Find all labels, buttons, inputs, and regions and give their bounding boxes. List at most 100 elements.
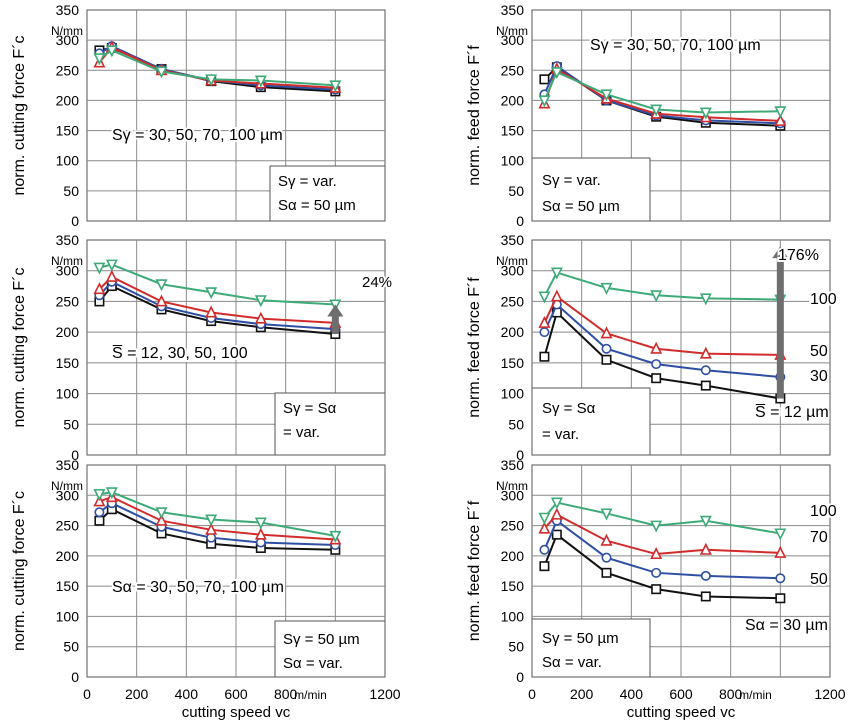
y-tick-label: 0 <box>71 669 79 685</box>
parameter-text: = var. <box>542 426 579 443</box>
y-tick-label: 250 <box>56 62 80 78</box>
parameter-text: Sγ = Sα <box>283 400 337 417</box>
y-tick-label: 300 <box>501 32 525 48</box>
y-tick-label: 250 <box>501 518 525 534</box>
y-tick-label: 0 <box>516 669 524 685</box>
x-tick-label: 1200 <box>369 686 400 702</box>
data-point <box>651 373 662 384</box>
data-point <box>774 545 787 558</box>
x-axis-label: cutting speed vc <box>182 704 291 721</box>
chart-panel-middle-left: 0 50 100 150 200 250 300 350 N/mm norm. cutting f… <box>11 232 394 463</box>
data-point <box>155 507 168 520</box>
y-tick-label: 250 <box>501 293 525 309</box>
parameter-box <box>531 618 651 678</box>
y-unit-label: N/mm <box>496 479 528 493</box>
y-tick-label: 100 <box>56 608 80 624</box>
y-axis-label: norm. cutting force F´c <box>11 35 28 195</box>
x-tick-label: 0 <box>528 686 536 702</box>
series-2 <box>538 507 787 560</box>
data-point <box>539 544 550 555</box>
y-tick-label: 50 <box>63 416 79 432</box>
y-tick-label: 200 <box>501 92 525 108</box>
parameter-text: = var. <box>283 424 320 441</box>
increase-arrow-head <box>772 246 789 259</box>
y-tick-label: 0 <box>71 213 79 229</box>
data-point <box>699 542 712 555</box>
parameter-text: Sα = var. <box>542 654 602 671</box>
y-axis-label: norm. feed force F´f <box>466 45 483 186</box>
y-tick-label: 300 <box>501 263 525 279</box>
chart-panel-bottom-left: 0 50 100 150 200 250 300 350 N/mm norm. cutting f… <box>11 457 401 721</box>
data-point <box>601 552 612 563</box>
data-point <box>254 75 267 88</box>
data-point <box>329 530 342 543</box>
chart-panel-top-left: 0 50 100 150 200 250 300 350 N/mm norm. cutting f… <box>11 2 386 229</box>
data-point <box>93 489 106 502</box>
series-3 <box>538 67 787 120</box>
data-point <box>254 517 267 530</box>
series-line <box>543 533 781 600</box>
data-point <box>105 45 118 58</box>
x-tick-label: 600 <box>224 686 248 702</box>
data-point <box>155 66 168 79</box>
y-tick-label: 50 <box>63 639 79 655</box>
data-point <box>700 591 711 602</box>
y-tick-label: 50 <box>508 416 524 432</box>
y-unit-label: N/mm <box>496 254 528 268</box>
parameter-text: Sγ = 50 µm <box>542 630 619 647</box>
data-point <box>699 107 712 120</box>
data-point <box>774 528 787 541</box>
data-point <box>254 527 267 540</box>
y-axis-label: norm. cutting force F´c <box>11 491 28 651</box>
data-point <box>700 365 711 376</box>
y-tick-label: 100 <box>56 386 80 402</box>
data-point <box>205 305 218 318</box>
data-point <box>538 521 551 534</box>
y-tick-label: 0 <box>516 213 524 229</box>
y-tick-label: 200 <box>501 548 525 564</box>
x-tick-label: 200 <box>570 686 594 702</box>
series-line <box>543 271 781 301</box>
series-3 <box>93 487 342 543</box>
data-point <box>775 593 786 604</box>
y-tick-label: 100 <box>56 153 80 169</box>
data-point <box>775 573 786 584</box>
y-tick-label: 200 <box>501 324 525 340</box>
data-point <box>93 282 106 295</box>
data-point <box>601 567 612 578</box>
data-point <box>550 507 563 520</box>
series-3 <box>538 267 787 307</box>
data-point <box>155 279 168 292</box>
y-axis-label: norm. cutting force F´c <box>11 267 28 427</box>
data-point <box>539 351 550 362</box>
y-tick-label: 250 <box>501 62 525 78</box>
y-tick-label: 150 <box>56 123 80 139</box>
data-point <box>539 327 550 338</box>
y-tick-label: 350 <box>501 2 525 18</box>
y-tick-label: 50 <box>508 639 524 655</box>
data-point <box>329 80 342 93</box>
annotation-label: Sγ = 30, 50, 70, 100 µm <box>590 37 761 54</box>
y-tick-label: 350 <box>501 457 525 473</box>
data-point <box>601 354 612 365</box>
data-point <box>93 262 106 275</box>
y-unit-label: N/mm <box>51 254 83 268</box>
data-point <box>254 311 267 324</box>
data-point <box>650 104 663 117</box>
series-line <box>543 519 781 580</box>
annotation-label: 100 <box>810 503 837 520</box>
x-tick-label: 600 <box>669 686 693 702</box>
y-tick-label: 300 <box>56 32 80 48</box>
parameter-text: Sγ = Sα <box>542 400 596 417</box>
y-tick-label: 300 <box>501 487 525 503</box>
y-tick-label: 350 <box>56 2 80 18</box>
data-point <box>550 267 563 280</box>
y-unit-label: N/mm <box>496 24 528 38</box>
annotation-label: 50 <box>810 343 828 360</box>
x-tick-label: 1200 <box>814 686 845 702</box>
data-point <box>551 529 562 540</box>
series-3 <box>93 45 342 93</box>
y-tick-label: 200 <box>56 324 80 340</box>
y-tick-label: 350 <box>501 232 525 248</box>
